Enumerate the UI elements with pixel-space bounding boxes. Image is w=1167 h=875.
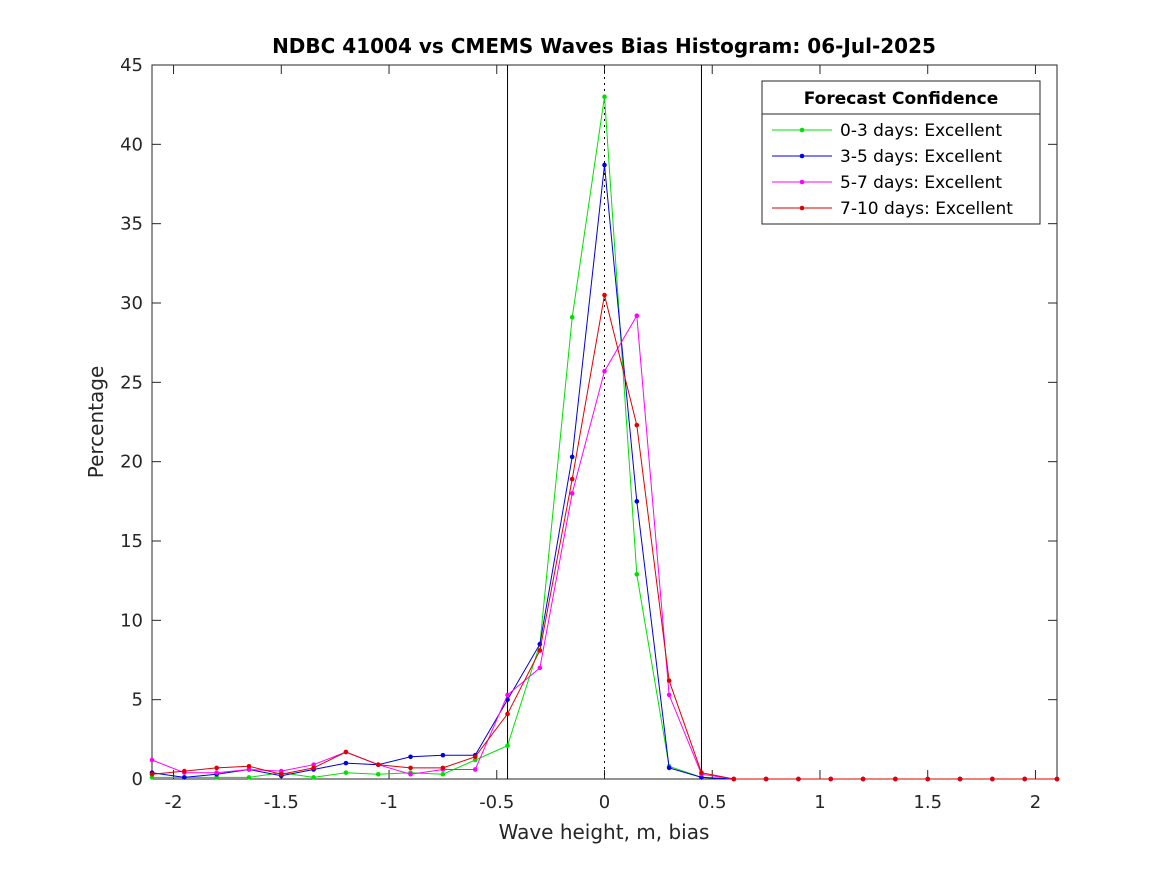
legend-box — [761, 80, 1041, 225]
data-point — [569, 476, 575, 482]
data-point — [990, 776, 995, 782]
data-point — [472, 754, 478, 760]
x-tick-label: 1.5 — [913, 792, 942, 813]
y-tick-label: 10 — [120, 610, 143, 631]
data-point — [472, 757, 478, 763]
data-point — [149, 771, 155, 777]
y-tick-label: 30 — [120, 293, 143, 314]
data-point — [505, 711, 510, 717]
data-point — [666, 678, 672, 683]
data-point — [569, 454, 575, 460]
data-point — [602, 162, 607, 168]
data-point — [893, 776, 898, 782]
data-point — [246, 767, 252, 772]
data-point — [214, 765, 219, 771]
data-point — [666, 692, 672, 698]
chart-title: NDBC 41004 vs CMEMS Waves Bias Histogram… — [272, 34, 936, 58]
data-point — [569, 491, 575, 496]
data-point — [246, 775, 252, 780]
data-point — [278, 768, 284, 774]
data-point — [440, 765, 446, 771]
y-tick-label: 35 — [120, 214, 143, 235]
data-point — [182, 768, 187, 774]
data-point — [569, 314, 575, 320]
y-tick-label: 0 — [132, 769, 143, 790]
data-point — [634, 499, 640, 504]
data-point — [343, 749, 349, 755]
data-point — [311, 762, 316, 768]
x-tick-label: -2 — [165, 792, 183, 813]
data-point — [149, 757, 155, 763]
data-point — [634, 313, 640, 318]
x-tick-label: -0.5 — [479, 792, 514, 813]
data-point — [408, 765, 413, 771]
legend-title: Forecast Confidence — [804, 89, 999, 109]
x-tick-label: 0 — [599, 792, 610, 813]
data-point — [828, 776, 834, 782]
legend-marker — [799, 127, 805, 133]
y-axis-label: Percentage — [84, 366, 108, 479]
legend-entry: 0-3 days: Excellent — [840, 121, 1002, 141]
data-point — [602, 292, 607, 298]
data-point — [408, 754, 413, 760]
data-point — [343, 760, 349, 766]
data-point — [731, 776, 737, 782]
data-point — [1054, 776, 1060, 782]
data-point — [666, 765, 672, 771]
x-tick-label: 1 — [814, 792, 825, 813]
data-point — [311, 775, 316, 780]
data-point — [375, 762, 381, 768]
data-point — [860, 776, 866, 782]
data-point — [182, 775, 187, 780]
x-axis-label: Wave height, m, bias — [499, 820, 710, 844]
data-point — [375, 771, 381, 777]
data-point — [246, 764, 252, 769]
legend-marker — [799, 153, 805, 159]
data-point — [763, 776, 769, 782]
y-tick-label: 15 — [120, 531, 143, 552]
x-tick-label: -1.5 — [264, 792, 299, 813]
data-point — [1022, 776, 1027, 782]
data-point — [602, 368, 607, 374]
data-point — [311, 765, 316, 771]
data-point — [278, 771, 284, 777]
data-point — [505, 692, 510, 698]
data-point — [343, 770, 349, 775]
data-point — [634, 572, 640, 577]
data-point — [796, 776, 801, 782]
data-point — [699, 770, 704, 775]
y-tick-label: 45 — [120, 55, 143, 76]
chart-legend: Forecast Confidence 0-3 days: Excellent 3-… — [761, 80, 1041, 225]
y-tick-label: 25 — [120, 372, 143, 393]
legend-entry: 3-5 days: Excellent — [840, 147, 1002, 167]
y-tick-label: 40 — [120, 134, 143, 155]
data-point — [537, 665, 543, 671]
legend-entry: 7-10 days: Excellent — [840, 199, 1013, 219]
legend-marker — [799, 179, 805, 185]
data-point — [214, 775, 219, 780]
y-tick-label: 20 — [120, 452, 143, 473]
data-point — [440, 752, 446, 758]
x-tick-label: 2 — [1030, 792, 1041, 813]
data-point — [957, 776, 963, 782]
legend-marker — [799, 205, 805, 211]
data-point — [925, 776, 931, 782]
legend-entry: 5-7 days: Excellent — [840, 173, 1002, 193]
data-point — [699, 775, 704, 780]
data-point — [408, 771, 413, 777]
y-tick-label: 5 — [132, 690, 143, 711]
data-point — [440, 771, 446, 777]
x-tick-label: 0.5 — [698, 792, 727, 813]
data-point — [634, 422, 640, 428]
series-4 — [149, 292, 1060, 782]
data-point — [505, 743, 510, 748]
x-tick-label: -1 — [380, 792, 398, 813]
data-point — [214, 770, 219, 775]
data-point — [472, 767, 478, 772]
data-point — [602, 94, 607, 100]
data-point — [149, 775, 155, 780]
data-point — [537, 648, 543, 653]
